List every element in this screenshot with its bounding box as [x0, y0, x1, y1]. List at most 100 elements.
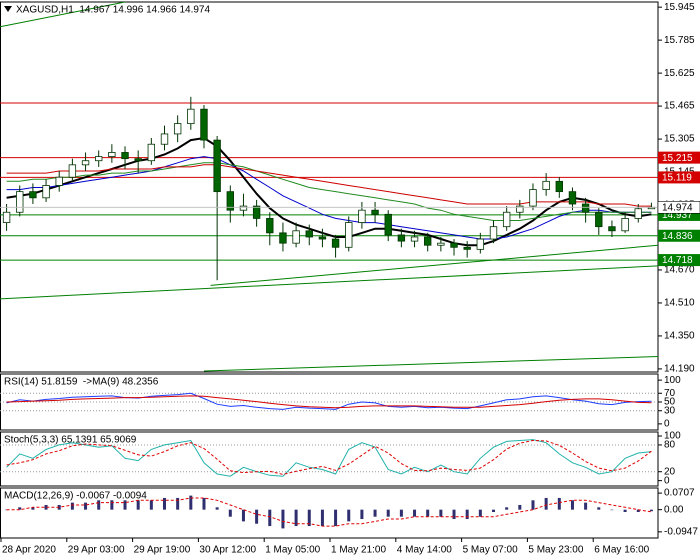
level-price-label: 14.836 [662, 231, 693, 242]
candle-body [331, 238, 340, 248]
collapse-icon[interactable] [4, 6, 12, 12]
macd-bar [334, 509, 338, 527]
trend-line [203, 356, 658, 372]
last-price-label: 14.974 [662, 202, 693, 213]
macd-bar [439, 509, 443, 517]
x-tick-label: 4 May 14:00 [397, 545, 452, 556]
candle-body [42, 185, 50, 199]
candle-body [529, 189, 537, 207]
macd-bar [531, 500, 535, 510]
x-tick-label: 1 May 05:00 [265, 545, 320, 556]
panel-plot [0, 439, 658, 477]
panel-frame [0, 1, 659, 373]
level-price-box [658, 171, 700, 184]
y-tick-label: 15.305 [664, 134, 695, 145]
panel-title: MACD(12,26,9) -0.0067 -0.0094 [4, 491, 147, 502]
macd-bar [255, 509, 259, 524]
indicator-line [6, 156, 652, 240]
macd-bar [202, 497, 206, 510]
y-tick-label: 15.945 [664, 2, 695, 13]
candle-body [634, 208, 642, 219]
candle-body [437, 242, 445, 246]
macd-bar [465, 509, 469, 520]
macd-bar [360, 509, 364, 520]
macd-bar [268, 509, 272, 527]
candle-body [581, 203, 590, 213]
candle-body [384, 213, 392, 236]
macd-bar [557, 497, 561, 510]
candle-body [502, 211, 511, 228]
macd-bar [478, 509, 482, 517]
candle-body [463, 246, 471, 250]
macd-bar [123, 500, 127, 510]
candle-body [305, 230, 313, 238]
macd-bar [610, 509, 614, 511]
macd-bar [307, 509, 311, 527]
candle-body [608, 226, 616, 232]
y-tick-label: 14.670 [664, 265, 695, 276]
macd-bar [584, 502, 588, 510]
macd-bar [413, 509, 417, 517]
macd-bar [649, 509, 653, 512]
panel-title: Stoch(5,3,3) 65.1391 65.9069 [4, 435, 137, 446]
x-tick-label: 5 May 07:00 [463, 545, 518, 556]
x-tick-label: 30 Apr 12:00 [199, 545, 256, 556]
y-tick-label: 20 [664, 466, 676, 477]
macd-bar [176, 497, 180, 510]
candle-body [81, 160, 90, 166]
macd-bar [189, 495, 193, 510]
macd-bar [623, 509, 627, 513]
x-tick-label: 6 May 16:00 [594, 545, 649, 556]
y-tick-label: 100 [664, 375, 681, 386]
y-tick-label: 0 [664, 475, 670, 486]
candle-body [226, 191, 234, 211]
y-tick-label: 15.625 [664, 68, 695, 79]
panel-plot [0, 2, 658, 372]
macd-bar [636, 509, 640, 513]
indicator-line [6, 439, 652, 477]
level-price-box [658, 254, 700, 267]
candle-body [397, 234, 406, 242]
indicator-line [6, 162, 652, 221]
macd-bar [386, 509, 390, 517]
candle-body [29, 191, 37, 199]
x-tick-label: 29 Apr 03:00 [68, 545, 125, 556]
candle-body [450, 242, 458, 248]
macd-bar [215, 507, 219, 510]
panel-plot [5, 495, 653, 529]
macd-bar [163, 497, 166, 510]
panel-plot [0, 392, 658, 412]
indicator-line [6, 392, 652, 410]
macd-bar [44, 504, 48, 510]
macd-bar [452, 509, 456, 520]
macd-bar [597, 507, 601, 510]
y-tick-label: 0.00 [664, 504, 684, 515]
candle-body [595, 211, 603, 228]
y-tick-label: -0.0947 [664, 526, 698, 537]
y-tick-label: 100 [664, 431, 681, 442]
candle-body [345, 222, 353, 248]
last-price-box [657, 201, 700, 214]
macd-bar [492, 509, 495, 513]
x-tick-label: 28 Apr 2020 [2, 545, 56, 556]
macd-bar [228, 509, 232, 517]
macd-bar [281, 509, 285, 529]
macd-bar [70, 502, 74, 510]
candle-body [134, 158, 142, 162]
candle-body [476, 238, 485, 250]
candle-body [55, 176, 63, 186]
candle-body [173, 123, 182, 135]
candle-body [292, 230, 300, 244]
candle-body [121, 152, 129, 160]
level-price-label: 14.937 [662, 210, 693, 221]
candle-body [358, 209, 366, 223]
candle-body [68, 164, 77, 178]
macd-bar [241, 509, 245, 522]
y-tick-label: 80 [664, 440, 676, 451]
y-tick-label: 14.510 [664, 298, 695, 309]
macd-bar [518, 504, 522, 510]
candle-body [371, 209, 379, 215]
macd-bar [84, 502, 88, 510]
